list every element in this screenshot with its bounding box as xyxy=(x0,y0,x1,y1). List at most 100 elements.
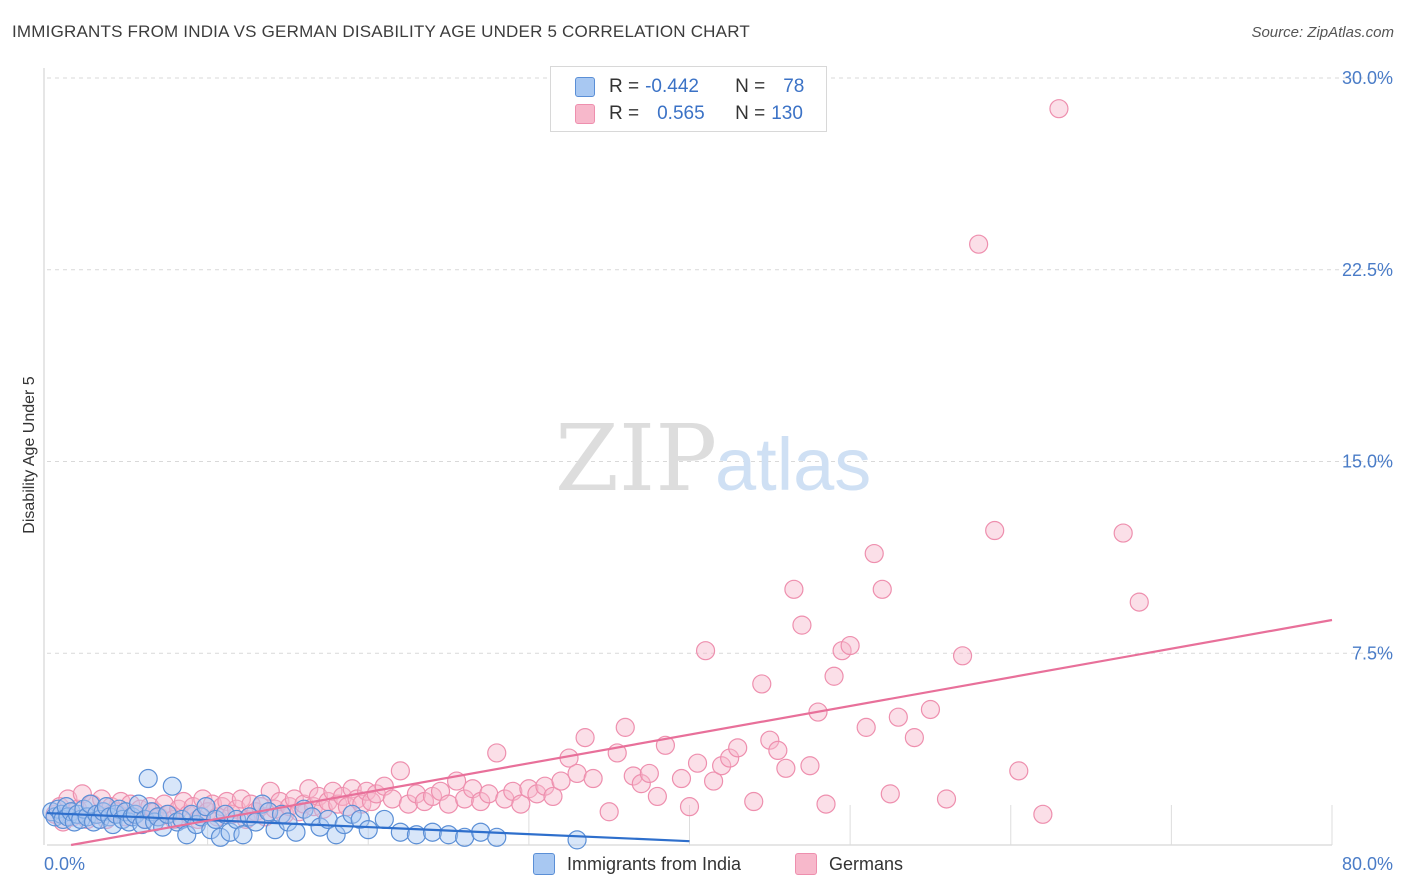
point-india xyxy=(350,809,370,830)
point-india xyxy=(374,809,394,830)
point-india xyxy=(233,825,253,845)
point-germans xyxy=(703,771,724,791)
point-india xyxy=(286,822,306,842)
point-germans xyxy=(671,768,692,789)
watermark-zip: ZIP xyxy=(555,405,717,512)
point-germans xyxy=(679,797,700,817)
legend-india-r-value: -0.442 xyxy=(645,76,699,97)
legend-india-r-label: R = xyxy=(609,76,640,97)
x-tick-label-min: 0.0% xyxy=(44,854,85,874)
y-axis-label: Disability Age Under 5 xyxy=(21,376,38,534)
point-india xyxy=(278,812,298,832)
point-germans xyxy=(1049,99,1069,119)
point-germans xyxy=(479,784,499,804)
point-germans xyxy=(985,520,1005,541)
point-germans xyxy=(840,635,860,656)
point-germans xyxy=(599,802,619,822)
x-tick-label-max: 80.0% xyxy=(1342,854,1393,874)
point-germans xyxy=(639,763,659,784)
point-germans xyxy=(904,728,924,748)
point-germans xyxy=(720,748,740,768)
point-india xyxy=(177,825,197,845)
legend-row-germans: R = 0.565 N = 130 xyxy=(575,102,803,126)
point-germans xyxy=(920,699,941,720)
legend-german-r-value: 0.565 xyxy=(657,103,705,124)
point-germans xyxy=(936,789,957,809)
point-india xyxy=(567,830,587,850)
point-germans xyxy=(880,784,900,804)
legend-german-n-label: N = xyxy=(735,103,766,124)
point-germans xyxy=(1033,804,1053,824)
point-germans xyxy=(872,579,892,599)
point-germans xyxy=(695,641,716,661)
legend-german-n-value: 130 xyxy=(771,103,803,124)
legend: R = -0.442 N = 78 R = 0.565 N = 130 xyxy=(550,66,827,132)
bottom-legend-swatch-germans xyxy=(795,853,817,875)
point-india xyxy=(487,827,507,847)
bottom-legend-label-india: Immigrants from India xyxy=(567,853,742,874)
bottom-legend-india: Immigrants from India xyxy=(533,852,741,876)
point-germans xyxy=(864,543,884,564)
point-germans xyxy=(776,758,796,778)
point-germans xyxy=(1009,761,1029,781)
point-germans xyxy=(438,794,459,814)
point-india xyxy=(390,822,410,842)
point-germans xyxy=(623,766,643,786)
point-germans xyxy=(455,789,475,809)
point-india xyxy=(252,794,272,814)
series-india xyxy=(42,768,587,850)
point-germans xyxy=(969,234,989,254)
y-tick-label: 15.0% xyxy=(1342,452,1393,472)
trend-lines xyxy=(46,618,1333,847)
legend-india-n-label: N = xyxy=(735,76,766,97)
point-germans xyxy=(768,740,788,761)
point-germans xyxy=(1129,592,1149,612)
point-india xyxy=(141,802,162,822)
point-india xyxy=(302,807,322,827)
point-germans xyxy=(1113,523,1133,543)
y-tick-label: 22.5% xyxy=(1342,260,1393,280)
bottom-legend-germans: Germans xyxy=(795,852,903,876)
point-india xyxy=(422,822,443,842)
point-germans xyxy=(712,756,732,776)
point-germans xyxy=(647,786,667,807)
y-tick-label: 7.5% xyxy=(1352,643,1393,663)
point-germans xyxy=(888,707,908,727)
point-germans xyxy=(567,763,587,784)
point-india xyxy=(138,768,158,789)
point-germans xyxy=(299,779,319,799)
point-germans xyxy=(72,784,92,804)
y-tick-label: 30.0% xyxy=(1342,68,1393,88)
point-germans xyxy=(487,743,507,763)
legend-swatch-india xyxy=(575,77,595,97)
point-germans xyxy=(398,794,419,814)
source-label: Source: ZipAtlas.com xyxy=(1251,24,1394,41)
watermark: ZIP atlas xyxy=(555,405,871,512)
tick-labels: 7.5% 15.0% 22.5% 30.0% 0.0% 80.0% xyxy=(44,68,1393,874)
trend-line-india xyxy=(46,811,690,843)
legend-row-india: R = -0.442 N = 78 xyxy=(575,75,804,99)
grid xyxy=(47,77,1392,654)
point-germans xyxy=(687,753,708,773)
legend-german-r-label: R = xyxy=(609,103,640,124)
point-germans xyxy=(575,728,595,748)
point-germans xyxy=(583,768,603,789)
point-germans xyxy=(615,717,635,737)
point-germans xyxy=(816,794,836,814)
point-germans xyxy=(390,761,410,781)
point-germans xyxy=(952,646,973,666)
point-germans xyxy=(800,756,820,776)
point-india xyxy=(310,817,330,837)
point-india xyxy=(125,804,145,824)
point-germans xyxy=(752,674,772,694)
point-germans xyxy=(543,786,563,807)
point-germans xyxy=(511,794,531,814)
chart-title: IMMIGRANTS FROM INDIA VS GERMAN DISABILI… xyxy=(12,22,750,41)
point-india xyxy=(196,797,216,817)
point-germans xyxy=(744,791,764,812)
point-germans xyxy=(231,789,251,809)
bottom-legend-label-germans: Germans xyxy=(829,853,904,874)
point-germans xyxy=(471,791,491,812)
legend-swatch-germans xyxy=(575,104,595,124)
